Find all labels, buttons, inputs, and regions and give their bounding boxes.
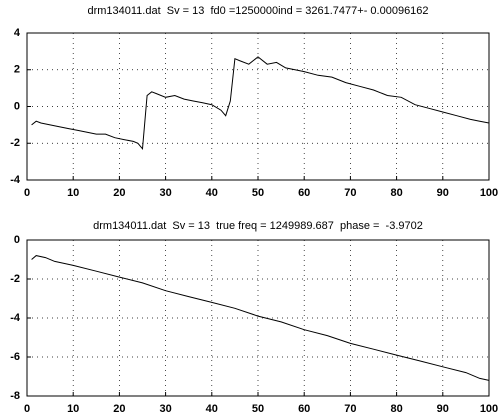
x-tick-label: 0 [24, 187, 30, 199]
x-tick-label: 80 [390, 403, 402, 415]
x-tick-label: 40 [206, 403, 218, 415]
y-tick-label: 2 [14, 64, 20, 76]
x-tick-label: 100 [480, 187, 498, 199]
x-tick-label: 20 [113, 187, 125, 199]
chart-title: drm134011.dat Sv = 13 true freq = 124998… [93, 220, 423, 232]
x-tick-label: 60 [298, 187, 310, 199]
y-tick-label: -2 [10, 137, 20, 149]
x-tick-label: 10 [67, 403, 79, 415]
x-tick-label: 90 [437, 403, 449, 415]
x-tick-label: 60 [298, 403, 310, 415]
x-tick-label: 20 [113, 403, 125, 415]
y-tick-label: -2 [10, 273, 20, 285]
chart-title: drm134011.dat Sv = 13 fd0 =1250000ind = … [87, 5, 428, 17]
x-tick-label: 80 [390, 187, 402, 199]
data-line [31, 255, 490, 381]
x-tick-label: 50 [252, 403, 264, 415]
y-tick-label: 4 [14, 27, 21, 39]
y-tick-label: -8 [10, 390, 20, 402]
x-tick-label: 100 [480, 403, 498, 415]
y-tick-label: -4 [10, 312, 21, 324]
y-tick-label: 0 [14, 100, 20, 112]
x-tick-label: 70 [344, 403, 356, 415]
x-tick-label: 10 [67, 187, 79, 199]
y-tick-label: -6 [10, 351, 20, 363]
x-tick-label: 0 [24, 403, 30, 415]
x-tick-label: 90 [437, 187, 449, 199]
y-tick-label: -4 [10, 174, 21, 186]
x-tick-label: 50 [252, 187, 264, 199]
x-tick-label: 30 [159, 403, 171, 415]
x-tick-label: 40 [206, 187, 218, 199]
x-tick-label: 30 [159, 187, 171, 199]
y-tick-label: 0 [14, 234, 20, 246]
x-tick-label: 70 [344, 187, 356, 199]
data-line [31, 56, 490, 151]
